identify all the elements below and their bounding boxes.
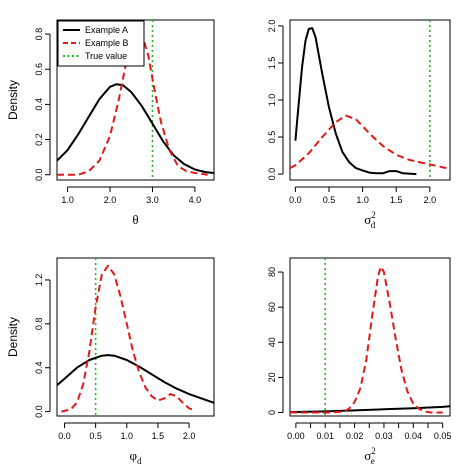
x-tick-label: 1.5	[152, 431, 165, 441]
x-tick-label: 4.0	[189, 195, 202, 205]
x-tick-label: 0.02	[346, 431, 364, 441]
y-tick-label: 1.2	[34, 274, 44, 287]
series-line-example-b	[61, 264, 196, 413]
x-tick-label: 1.0	[121, 431, 134, 441]
legend-label: Example A	[85, 25, 128, 35]
panel-phi_d: 0.0 0.5 1.0 1.5 2.0 0.0 0.4 0.8 1.2 Density φd	[6, 257, 215, 466]
y-tick-label: 0.0	[267, 168, 277, 181]
series-line-example-a	[57, 83, 214, 174]
x-tick-label: 0.5	[323, 195, 336, 205]
x-tick-label: 0.03	[375, 431, 393, 441]
x-tick-label: 3.0	[146, 195, 159, 205]
legend: Example A Example B True value	[57, 20, 145, 67]
x-tick-label: 1.0	[61, 195, 74, 205]
y-tick-label: 1.5	[267, 57, 277, 70]
y-tick-label: 20	[267, 372, 277, 382]
series-line-example-a	[57, 354, 214, 404]
y-tick-label: 0.0	[34, 168, 44, 181]
x-tick-label: 0.04	[405, 431, 423, 441]
x-tick-label: 0.05	[434, 431, 452, 441]
plot-frame	[56, 19, 215, 181]
y-tick-label: 0.5	[267, 131, 277, 144]
series-line-example-a	[294, 27, 417, 176]
x-tick-label: 2.0	[104, 195, 117, 205]
x-tick-label: 0.01	[316, 431, 334, 441]
y-tick-label: 0.8	[34, 28, 44, 41]
y-tick-label: 2.0	[267, 20, 277, 33]
y-tick-label: 0.6	[34, 63, 44, 76]
x-tick-label: 2.0	[183, 431, 196, 441]
series-line-example-b	[290, 265, 443, 414]
plot-frame	[289, 257, 451, 417]
y-tick-label: 0.4	[34, 361, 44, 374]
x-axis-title: φd	[129, 448, 142, 466]
series-line-example-a	[290, 405, 450, 414]
x-axis-title: σ2 e	[364, 446, 376, 466]
x-axis-title: θ	[132, 212, 138, 227]
y-tick-label: 80	[267, 267, 277, 277]
legend-label: Example B	[85, 38, 129, 48]
legend-label: True value	[85, 51, 127, 61]
x-tick-label: 0.0	[58, 431, 71, 441]
x-tick-label: 1.0	[356, 195, 369, 205]
y-tick-label: 0.8	[34, 318, 44, 331]
y-tick-label: 40	[267, 337, 277, 347]
panel-sigma_d: 0.0 0.5 1.0 1.5 2.0 0.0 0.5 1.0 1.5 2.0 σ2 d	[267, 19, 451, 230]
x-axis-title: σ2 d	[364, 210, 376, 230]
plot-frame	[56, 257, 215, 417]
x-tick-label: 0.0	[289, 195, 302, 205]
y-axis-title: Density	[6, 80, 20, 120]
plot-frame	[289, 19, 451, 181]
x-tick-label: 1.5	[390, 195, 403, 205]
x-tick-label: 0.00	[287, 431, 305, 441]
y-tick-label: 0	[267, 410, 277, 415]
y-tick-label: 0.4	[34, 98, 44, 111]
y-tick-label: 0.2	[34, 133, 44, 146]
y-axis-title: Density	[6, 317, 20, 357]
x-tick-label: 0.5	[89, 431, 102, 441]
y-tick-label: 60	[267, 302, 277, 312]
series-line-example-b	[57, 29, 208, 176]
y-tick-label: 1.0	[267, 94, 277, 107]
panel-theta: 1.0 2.0 3.0 4.0 0.0 0.2 0.4 0.6 0.8 Density θ	[6, 19, 215, 227]
y-tick-label: 0.0	[34, 405, 44, 418]
series-line-example-b	[290, 114, 450, 170]
x-tick-label: 2.0	[424, 195, 437, 205]
panel-sigma_e: 0.00 0.01 0.02 0.03 0.04 0.05 0 20 40 60 80 σ2 e	[267, 257, 452, 466]
